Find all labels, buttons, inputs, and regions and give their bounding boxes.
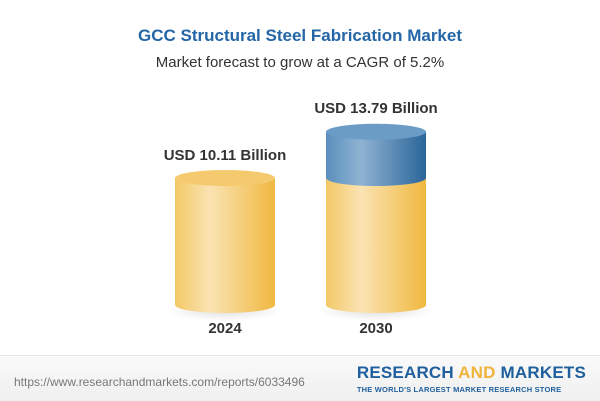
bar-growth-2030-body bbox=[326, 131, 426, 186]
bar-base-2030-body bbox=[326, 178, 426, 313]
research-and-markets-logo[interactable]: RESEARCH AND MARKETS THE WORLD'S LARGEST… bbox=[357, 363, 586, 394]
logo-text-and: AND bbox=[458, 363, 496, 382]
category-label-2024: 2024 bbox=[208, 320, 242, 337]
logo-text-markets: MARKETS bbox=[495, 363, 586, 382]
report-url[interactable]: https://www.researchandmarkets.com/repor… bbox=[14, 375, 305, 389]
chart-area: USD 10.11 Billion USD 13.79 Billion 2024… bbox=[164, 100, 438, 337]
data-label-2030: USD 13.79 Billion bbox=[314, 100, 437, 117]
chart-subtitle: Market forecast to grow at a CAGR of 5.2… bbox=[155, 54, 445, 71]
logo-text: RESEARCH bbox=[356, 363, 459, 382]
bar-base-2024-body bbox=[175, 178, 275, 313]
chart-title: GCC Structural Steel Fabrication Market bbox=[137, 26, 463, 45]
logo-tagline: THE WORLD'S LARGEST MARKET RESEARCH STOR… bbox=[356, 385, 562, 394]
bar-top-2024 bbox=[175, 170, 275, 186]
bar-top-2030 bbox=[326, 123, 426, 140]
data-label-2024: USD 10.11 Billion bbox=[164, 147, 287, 164]
footer: https://www.researchandmarkets.com/repor… bbox=[0, 355, 600, 401]
category-label-2030: 2030 bbox=[359, 320, 392, 337]
